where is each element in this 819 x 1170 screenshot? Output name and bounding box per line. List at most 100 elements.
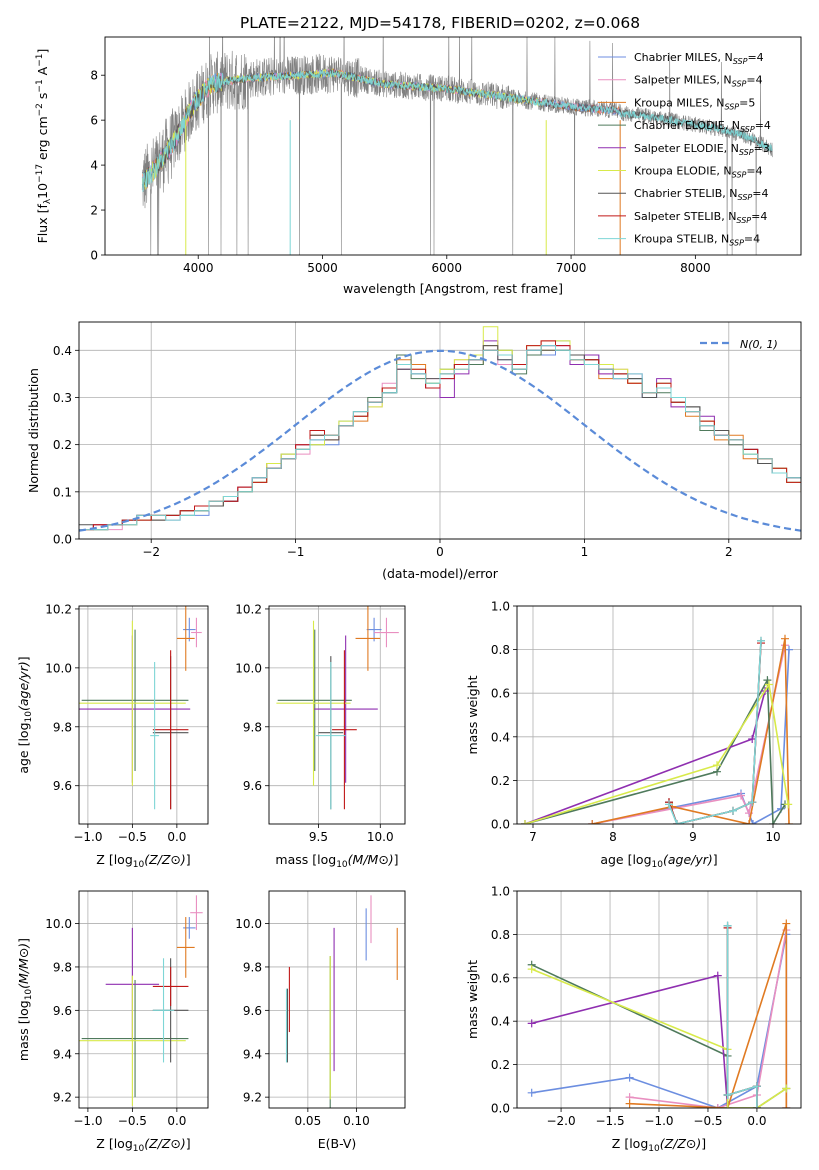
series-marker [785, 820, 793, 824]
series-marker [752, 1104, 761, 1108]
spectrum-xtick-label: 4000 [183, 261, 214, 275]
age-vs-mass-ytick-label: 10.2 [235, 602, 262, 616]
series-line [726, 925, 758, 1108]
spectrum-xtick-label: 6000 [432, 261, 463, 275]
mass-vs-ebv-ytick-label: 9.2 [243, 1091, 262, 1105]
mass-vs-Z-xlabel: Z [log10(Z/Z⊙)] [96, 1136, 190, 1154]
mass-vs-Z-xtick-label: −1.0 [73, 1114, 102, 1128]
series-marker [782, 919, 791, 928]
age-vs-mass-xtick-label: 10.0 [367, 830, 394, 844]
massweight-vs-Z-ylabel: mass weight [465, 960, 480, 1039]
massweight-vs-Z-plot-area [527, 919, 791, 1108]
age-vs-mass-ytick-label: 9.8 [243, 720, 262, 734]
massweight-vs-age-plot-area [521, 634, 793, 824]
series-marker [763, 676, 772, 685]
histogram-step-line [79, 345, 801, 531]
series-marker [737, 791, 745, 800]
massweight-vs-Z-xtick-label: −1.0 [644, 1114, 673, 1128]
massweight-vs-Z-ytick-label: 0.8 [491, 928, 510, 942]
series-marker [521, 820, 529, 824]
series-marker [748, 798, 757, 807]
series-marker [625, 1073, 634, 1082]
series-marker [757, 636, 765, 645]
massweight-vs-age-xtick-label: 8 [609, 830, 617, 844]
massweight-vs-age-xtick-label: 10 [765, 830, 780, 844]
spectrum-ytick-label: 0 [90, 249, 98, 263]
age-vs-mass-frame [268, 605, 406, 825]
massweight-vs-Z-xtick-label: 0.0 [747, 1114, 766, 1128]
massweight-vs-Z-xtick-label: −0.5 [693, 1114, 722, 1128]
spectrum-ytick-label: 6 [90, 114, 98, 128]
age-vs-Z-plot-area [79, 606, 202, 810]
series-marker [625, 1099, 634, 1108]
spectrum-ytick-label: 4 [90, 159, 98, 173]
series-marker [782, 1104, 791, 1108]
legend-entry-label: Chabrier MILES, NSSP=4 [634, 51, 764, 66]
mass-vs-Z-ytick-label: 9.2 [53, 1091, 72, 1105]
age-vs-mass-xtick-label: 9.5 [309, 830, 328, 844]
series-marker [713, 1104, 722, 1108]
residuals-plot-area [79, 326, 801, 532]
series-line [531, 968, 787, 1108]
age-vs-Z-xtick-label: −0.5 [118, 830, 147, 844]
series-line [592, 638, 790, 824]
model-spectrum-line [141, 68, 773, 193]
series-marker [765, 680, 773, 689]
series-marker [527, 1019, 536, 1028]
massweight-vs-age-xtick-label: 9 [689, 830, 697, 844]
mass-vs-Z-ytick-label: 9.8 [53, 960, 72, 974]
model-spectrum-line [141, 69, 773, 192]
series-marker [723, 1104, 732, 1108]
residuals-ytick-label: 0.0 [53, 533, 72, 547]
massweight-vs-Z-ytick-label: 0.0 [491, 1102, 510, 1116]
series-marker [729, 806, 737, 815]
spectrum-axes: 4000 5000 6000 7000 8000 0 2 4 6 8 [90, 69, 710, 275]
mass-vs-ebv-xlabel: E(B-V) [318, 1136, 357, 1151]
mass-vs-ebv-ytick-label: 9.4 [243, 1047, 262, 1061]
age-vs-Z-ytick-label: 10.2 [45, 602, 72, 616]
series-marker [784, 800, 793, 809]
legend-entry-label: Salpeter MILES, NSSP=4 [634, 74, 763, 89]
legend-entry-label: Chabrier ELODIE, NSSP=4 [634, 119, 771, 134]
legend-entry-label: Kroupa STELIB, NSSP=4 [634, 233, 760, 248]
series-marker [781, 634, 789, 643]
series-marker [527, 1088, 536, 1097]
mass-vs-Z-plot-area [79, 895, 203, 1106]
residuals-frame [78, 321, 802, 540]
age-vs-Z-ytick-label: 9.8 [53, 720, 72, 734]
series-marker [723, 1090, 732, 1099]
massweight-vs-Z-xtick-label: −2.0 [546, 1114, 575, 1128]
series-marker [673, 820, 681, 824]
mass-vs-ebv-xtick-label: 0.10 [343, 1114, 370, 1128]
series-marker [665, 800, 673, 809]
mass-vs-ebv-axes: 0.05 0.10 9.2 9.4 9.6 9.8 10.0 [235, 891, 405, 1128]
mass-vs-Z-ytick-label: 10.0 [45, 917, 72, 931]
spectrum-xtick-label: 5000 [307, 261, 338, 275]
spectrum-ylabel: Flux [fλ10−17 erg cm−2 s−1 A−1] [35, 49, 53, 244]
massweight-vs-age-ytick-label: 1.0 [491, 600, 510, 614]
residuals-ytick-label: 0.3 [53, 391, 72, 405]
age-vs-Z-frame [78, 605, 209, 825]
series-marker [713, 971, 722, 980]
massweight-vs-age-ytick-label: 0.2 [491, 774, 510, 788]
legend-entry-label: Salpeter STELIB, NSSP=4 [634, 210, 767, 225]
mass-vs-Z-xtick-label: −0.5 [118, 1114, 147, 1128]
massweight-vs-Z-ytick-label: 0.4 [491, 1015, 510, 1029]
massweight-vs-age-frame [516, 605, 802, 825]
series-marker [745, 820, 753, 824]
legend-entry-label: Kroupa MILES, NSSP=5 [634, 96, 755, 111]
spectrum-ytick-label: 8 [90, 69, 98, 83]
age-vs-Z-ylabel: age [log10(age/yr)] [16, 656, 34, 773]
massweight-vs-age-ytick-label: 0.4 [491, 730, 510, 744]
mass-vs-Z-frame [78, 890, 209, 1109]
series-marker [752, 1082, 761, 1091]
massweight-vs-Z-ytick-label: 1.0 [491, 885, 510, 899]
massweight-vs-age-ytick-label: 0.6 [491, 687, 510, 701]
series-marker [769, 820, 777, 824]
residuals-ylabel: Normed distribution [26, 368, 41, 493]
normal-reference-curve [79, 349, 801, 532]
mass-vs-ebv-ytick-label: 10.0 [235, 917, 262, 931]
residuals-ytick-label: 0.1 [53, 485, 72, 499]
mass-vs-Z-axes: −1.0 −0.5 0.0 9.2 9.4 9.6 9.8 10.0 [45, 891, 208, 1128]
spectrum-frame [104, 36, 802, 256]
